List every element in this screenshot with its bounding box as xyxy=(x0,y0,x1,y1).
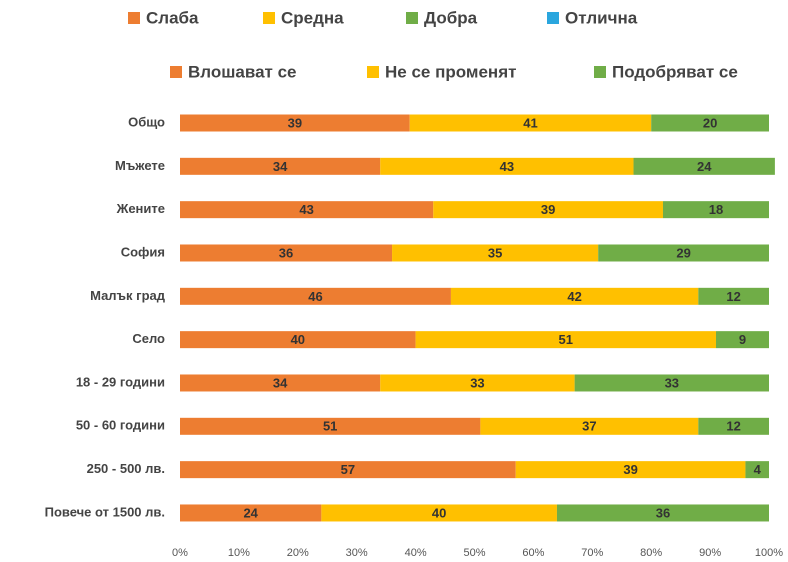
bar-segment xyxy=(180,374,381,392)
bar-segment xyxy=(180,114,410,132)
value-label: 36 xyxy=(279,245,293,260)
legend-label: Не се променят xyxy=(385,62,516,81)
legend-swatch xyxy=(170,66,182,78)
bar-segment xyxy=(651,114,769,132)
x-tick-label: 30% xyxy=(346,547,368,559)
value-label: 46 xyxy=(308,289,322,304)
bar-segment xyxy=(698,287,769,305)
legend-swatch xyxy=(128,12,140,24)
value-label: 18 xyxy=(709,202,723,217)
bar-segment xyxy=(321,504,557,522)
value-label: 41 xyxy=(523,115,537,130)
bar-segment xyxy=(180,461,516,479)
value-label: 43 xyxy=(500,159,514,174)
legend-swatch xyxy=(367,66,379,78)
bar-segment xyxy=(180,417,481,435)
legend-swatch xyxy=(263,12,275,24)
value-label: 40 xyxy=(291,332,305,347)
category-label: Жените xyxy=(116,201,165,216)
legend-swatch xyxy=(547,12,559,24)
x-tick-label: 50% xyxy=(463,547,485,559)
value-label: 51 xyxy=(323,419,337,434)
bar-segment xyxy=(180,504,322,522)
bar-segment xyxy=(574,374,769,392)
value-label: 39 xyxy=(541,202,555,217)
value-label: 33 xyxy=(665,375,679,390)
bar-segment xyxy=(662,201,769,219)
value-label: 20 xyxy=(703,115,717,130)
value-label: 37 xyxy=(582,419,596,434)
bar-segment xyxy=(415,331,716,349)
value-label: 42 xyxy=(567,289,581,304)
bar-segment xyxy=(180,201,434,219)
bar-segment xyxy=(598,244,769,262)
legend-label: Добра xyxy=(424,8,478,27)
value-label: 4 xyxy=(754,462,762,477)
x-tick-label: 0% xyxy=(172,547,188,559)
value-label: 39 xyxy=(288,115,302,130)
legend-label: Влошават се xyxy=(188,62,297,81)
bar-segment xyxy=(715,331,769,349)
bar-segment xyxy=(180,157,381,175)
bar-segment xyxy=(556,504,769,522)
bar-segment xyxy=(180,287,451,305)
value-label: 43 xyxy=(299,202,313,217)
value-label: 12 xyxy=(726,289,740,304)
bar-segment xyxy=(450,287,699,305)
category-label: Общо xyxy=(128,114,165,129)
bar-segment xyxy=(745,461,769,479)
category-label: 250 - 500 лв. xyxy=(87,461,165,476)
x-tick-label: 40% xyxy=(405,547,427,559)
bar-segment xyxy=(380,374,575,392)
legend-label: Отлична xyxy=(565,8,638,27)
value-label: 9 xyxy=(739,332,746,347)
x-tick-label: 60% xyxy=(522,547,544,559)
category-label: Малък град xyxy=(90,288,166,303)
value-label: 24 xyxy=(697,159,712,174)
value-label: 57 xyxy=(341,462,355,477)
legend-label: Средна xyxy=(281,8,344,27)
legend-swatch xyxy=(406,12,418,24)
value-label: 12 xyxy=(726,419,740,434)
value-label: 34 xyxy=(273,375,288,390)
bar-segment xyxy=(480,417,699,435)
legend-label: Слаба xyxy=(146,8,199,27)
value-label: 34 xyxy=(273,159,288,174)
legend-swatch xyxy=(594,66,606,78)
legend-label: Подобряват се xyxy=(612,62,738,81)
value-label: 24 xyxy=(243,505,258,520)
value-label: 29 xyxy=(676,245,690,260)
bar-segment xyxy=(392,244,599,262)
bar-segment xyxy=(433,201,663,219)
x-tick-label: 20% xyxy=(287,547,309,559)
bar-segment xyxy=(409,114,652,132)
value-label: 35 xyxy=(488,245,502,260)
value-label: 33 xyxy=(470,375,484,390)
category-label: 50 - 60 години xyxy=(76,418,165,433)
category-label: Мъжете xyxy=(115,158,165,173)
value-label: 51 xyxy=(559,332,573,347)
x-tick-label: 90% xyxy=(699,547,721,559)
category-label: Село xyxy=(132,331,165,346)
bar-segment xyxy=(380,157,634,175)
category-label: Повече от 1500 лв. xyxy=(45,504,165,519)
value-label: 40 xyxy=(432,505,446,520)
x-tick-label: 80% xyxy=(640,547,662,559)
category-label: София xyxy=(121,244,165,259)
category-label: 18 - 29 години xyxy=(76,374,165,389)
value-label: 39 xyxy=(623,462,637,477)
bar-segment xyxy=(180,244,393,262)
x-tick-label: 10% xyxy=(228,547,250,559)
x-tick-label: 70% xyxy=(581,547,603,559)
bar-segment xyxy=(633,157,775,175)
bar-segment xyxy=(180,331,416,349)
value-label: 36 xyxy=(656,505,670,520)
bar-segment xyxy=(698,417,769,435)
x-tick-label: 100% xyxy=(755,547,783,559)
bar-segment xyxy=(515,461,746,479)
